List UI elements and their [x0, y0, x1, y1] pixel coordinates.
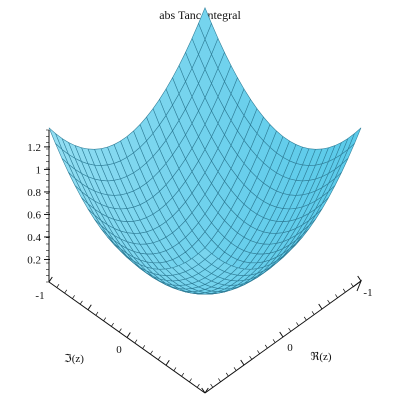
real-axis-tick	[342, 288, 346, 293]
real-axis-label: ℜ(z)	[310, 351, 331, 363]
real-axis-tick-label: -1	[363, 287, 372, 299]
imag-axis-label: ℑ(z)	[64, 353, 84, 365]
z-axis-tick-label: 1	[36, 164, 42, 176]
real-axis-tick	[249, 355, 253, 360]
real-axis-tick	[201, 387, 206, 394]
z-axis-tick-label: 0.2	[27, 254, 41, 266]
imag-axis-tick	[72, 295, 75, 299]
real-axis-tick	[279, 331, 284, 338]
real-axis-tick	[257, 350, 260, 354]
imag-axis-tick	[196, 383, 200, 388]
real-axis-tick	[210, 383, 214, 388]
imag-axis-tick-label: -1	[35, 290, 44, 302]
z-axis-tick-label: 0.6	[27, 209, 41, 221]
imag-axis-tick	[118, 328, 122, 333]
imag-axis-tick	[126, 332, 131, 338]
real-axis-tick	[318, 303, 323, 310]
real-axis-tick	[288, 327, 292, 332]
real-axis-tick	[357, 275, 362, 282]
imag-axis-tick	[173, 367, 177, 371]
real-axis-tick	[327, 299, 331, 304]
imag-axis-tick-label: 0	[116, 344, 122, 356]
real-axis-tick	[272, 339, 276, 343]
real-axis-tick	[335, 294, 338, 298]
imag-axis-tick	[95, 311, 99, 316]
imag-axis-tick	[204, 387, 209, 394]
real-axis-tick	[311, 311, 315, 315]
imag-axis-tick	[142, 345, 146, 349]
chart-title: abs Tanc integral	[159, 8, 241, 22]
real-axis-arrowhead	[352, 279, 363, 292]
imag-axis-tick	[111, 322, 114, 327]
imag-axis-tick	[181, 372, 185, 377]
surface-layer	[48, 7, 362, 295]
axis-layer: 0.2 0.4 0.6 0.8 1 1.2 -1 0 ℑ(z) -1 0 ℜ(z)	[27, 129, 373, 394]
real-axis-tick	[240, 359, 245, 366]
imag-axis-tick	[48, 276, 53, 283]
z-axis-tick-label: 0.8	[27, 187, 41, 199]
real-axis-tick	[233, 367, 237, 371]
imag-axis-tick	[150, 350, 153, 355]
imag-axis-tick	[165, 359, 170, 366]
real-axis-tick	[218, 378, 221, 382]
real-axis-tick	[303, 316, 307, 321]
real-axis-tick-label: 0	[287, 342, 293, 354]
surface-patch	[198, 247, 212, 260]
imag-axis-tick	[134, 339, 138, 344]
real-axis-tick	[264, 344, 268, 349]
imag-axis-tick	[189, 378, 192, 383]
real-axis-tick	[225, 372, 229, 377]
imag-axis-tick	[56, 284, 60, 288]
imag-axis-tick	[103, 317, 107, 322]
z-axis-tick-label: 1.2	[27, 142, 41, 154]
real-axis-tick	[296, 322, 299, 326]
imag-axis-tick	[157, 356, 161, 360]
real-axis-tick	[350, 283, 354, 287]
imag-axis-tick	[64, 289, 68, 294]
imag-axis-tick	[87, 304, 92, 311]
imag-axis-tick	[79, 300, 83, 305]
z-axis-tick-label: 0.4	[27, 232, 41, 244]
